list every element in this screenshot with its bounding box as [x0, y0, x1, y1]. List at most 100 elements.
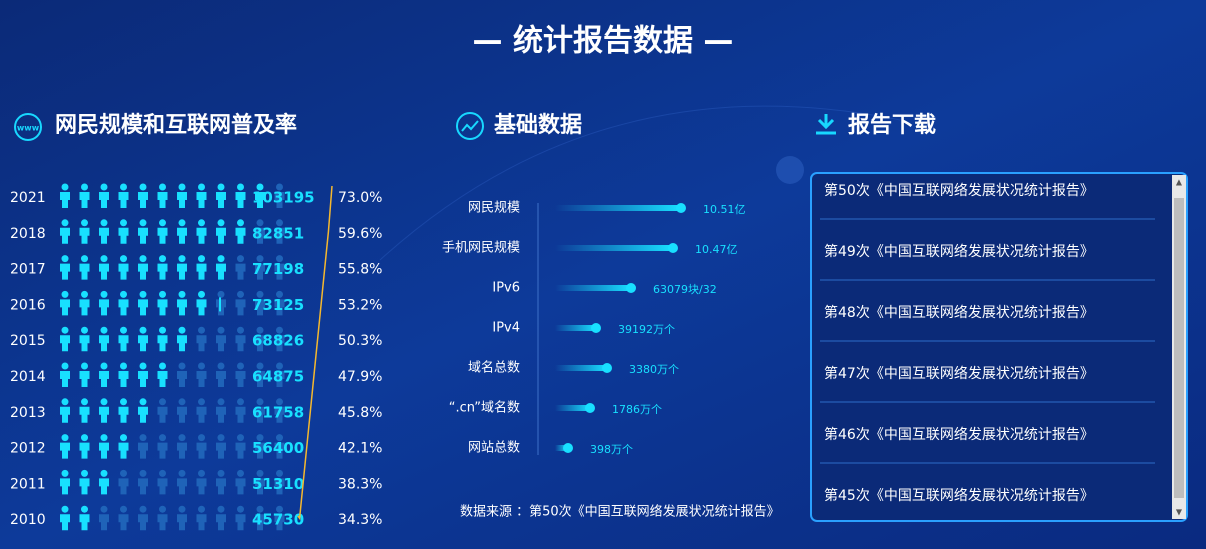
count: 77198 — [252, 260, 304, 278]
person-icon — [178, 362, 186, 370]
report-link[interactable]: 第45次《中国互联网络发展状况统计报告》 — [824, 487, 1094, 504]
person-icon — [60, 299, 70, 316]
person-icon — [178, 505, 186, 513]
person-icon — [60, 227, 70, 244]
person-icon — [255, 406, 265, 423]
count: 64875 — [252, 368, 304, 386]
scroll-up[interactable]: ▲ — [1176, 178, 1183, 187]
person-icon — [99, 335, 109, 352]
person-icon — [276, 219, 283, 227]
person-icon — [196, 299, 207, 316]
person-icon — [138, 514, 148, 531]
person-icon — [100, 255, 108, 263]
person-icon — [138, 478, 148, 495]
person-icon — [276, 183, 283, 191]
person-icon — [100, 183, 108, 191]
rate: 34.3% — [338, 512, 382, 528]
section-title: 报告下载 — [848, 112, 936, 138]
person-icon — [61, 398, 69, 406]
person-icon — [139, 469, 147, 477]
person-icon — [237, 398, 244, 406]
report-link[interactable]: 第50次《中国互联网络发展状况统计报告》 — [824, 182, 1094, 199]
person-icon — [79, 478, 90, 495]
person-icon — [139, 326, 147, 334]
person-icon — [256, 255, 264, 263]
basic-dot — [591, 323, 601, 333]
basic-bar — [555, 405, 590, 411]
person-icon — [79, 514, 90, 531]
person-icon — [274, 227, 285, 244]
person-icon — [255, 478, 265, 495]
year: 2015 — [10, 333, 46, 349]
person-icon — [159, 219, 166, 227]
download-icon — [816, 114, 836, 135]
trend-line — [297, 185, 333, 521]
person-icon — [118, 335, 129, 352]
person-icon — [276, 398, 283, 406]
count: 73125 — [252, 296, 304, 314]
person-icon — [217, 505, 225, 513]
person-icon — [61, 290, 69, 298]
count: 45730 — [252, 511, 304, 529]
report-link[interactable]: 第48次《中国互联网络发展状况统计报告》 — [824, 304, 1094, 321]
person-icon — [237, 326, 244, 334]
year: 2016 — [10, 297, 46, 313]
chart-icon — [456, 112, 484, 140]
person-icon — [217, 434, 225, 442]
person-icon — [217, 362, 225, 370]
report-link[interactable]: 第46次《中国互联网络发展状况统计报告》 — [824, 426, 1094, 443]
rate: 59.6% — [338, 226, 382, 242]
person-icon — [99, 442, 109, 459]
chart-icon — [461, 120, 479, 132]
person-icon — [178, 255, 186, 263]
report-link[interactable]: 第49次《中国互联网络发展状况统计报告》 — [824, 243, 1094, 260]
person-icon — [159, 362, 166, 370]
person-icon — [139, 434, 147, 442]
person-icon — [79, 406, 90, 423]
report-link[interactable]: 第47次《中国互联网络发展状况统计报告》 — [824, 365, 1094, 382]
count: 51310 — [252, 475, 304, 493]
person-icon — [81, 183, 88, 191]
person-icon — [217, 219, 225, 227]
person-icon — [237, 290, 244, 298]
person-icon — [217, 255, 225, 263]
person-icon — [196, 371, 207, 387]
year: 2013 — [10, 405, 46, 421]
person-icon — [177, 442, 187, 459]
person-icon — [138, 299, 148, 316]
person-icon — [216, 263, 226, 280]
person-icon — [256, 505, 264, 513]
person-icon — [81, 469, 88, 477]
scroll-down[interactable]: ▼ — [1176, 508, 1183, 517]
person-icon — [255, 227, 265, 244]
person-icon — [256, 434, 264, 442]
person-icon — [217, 398, 225, 406]
basic-value: 1786万个 — [612, 403, 662, 416]
basic-dot — [626, 283, 636, 293]
person-icon — [79, 227, 90, 244]
person-icon — [274, 371, 285, 387]
person-icon — [61, 183, 69, 191]
count: 56400 — [252, 439, 304, 457]
person-icon — [139, 398, 147, 406]
person-icon — [198, 219, 205, 227]
person-icon — [235, 442, 246, 459]
count: 68826 — [252, 332, 304, 350]
person-icon — [79, 442, 90, 459]
person-icon — [81, 505, 88, 513]
person-icon — [118, 406, 129, 423]
year: 2017 — [10, 262, 46, 278]
person-icon — [217, 326, 225, 334]
person-icon — [196, 478, 207, 495]
person-icon — [177, 335, 187, 352]
basic-bar — [555, 445, 568, 451]
person-icon — [274, 335, 285, 352]
person-icon — [100, 326, 108, 334]
person-icon — [255, 263, 265, 280]
person-icon — [61, 255, 69, 263]
person-icon — [237, 362, 244, 370]
person-icon — [100, 398, 108, 406]
scrollbar-thumb[interactable] — [1174, 198, 1184, 498]
person-icon — [196, 442, 207, 459]
